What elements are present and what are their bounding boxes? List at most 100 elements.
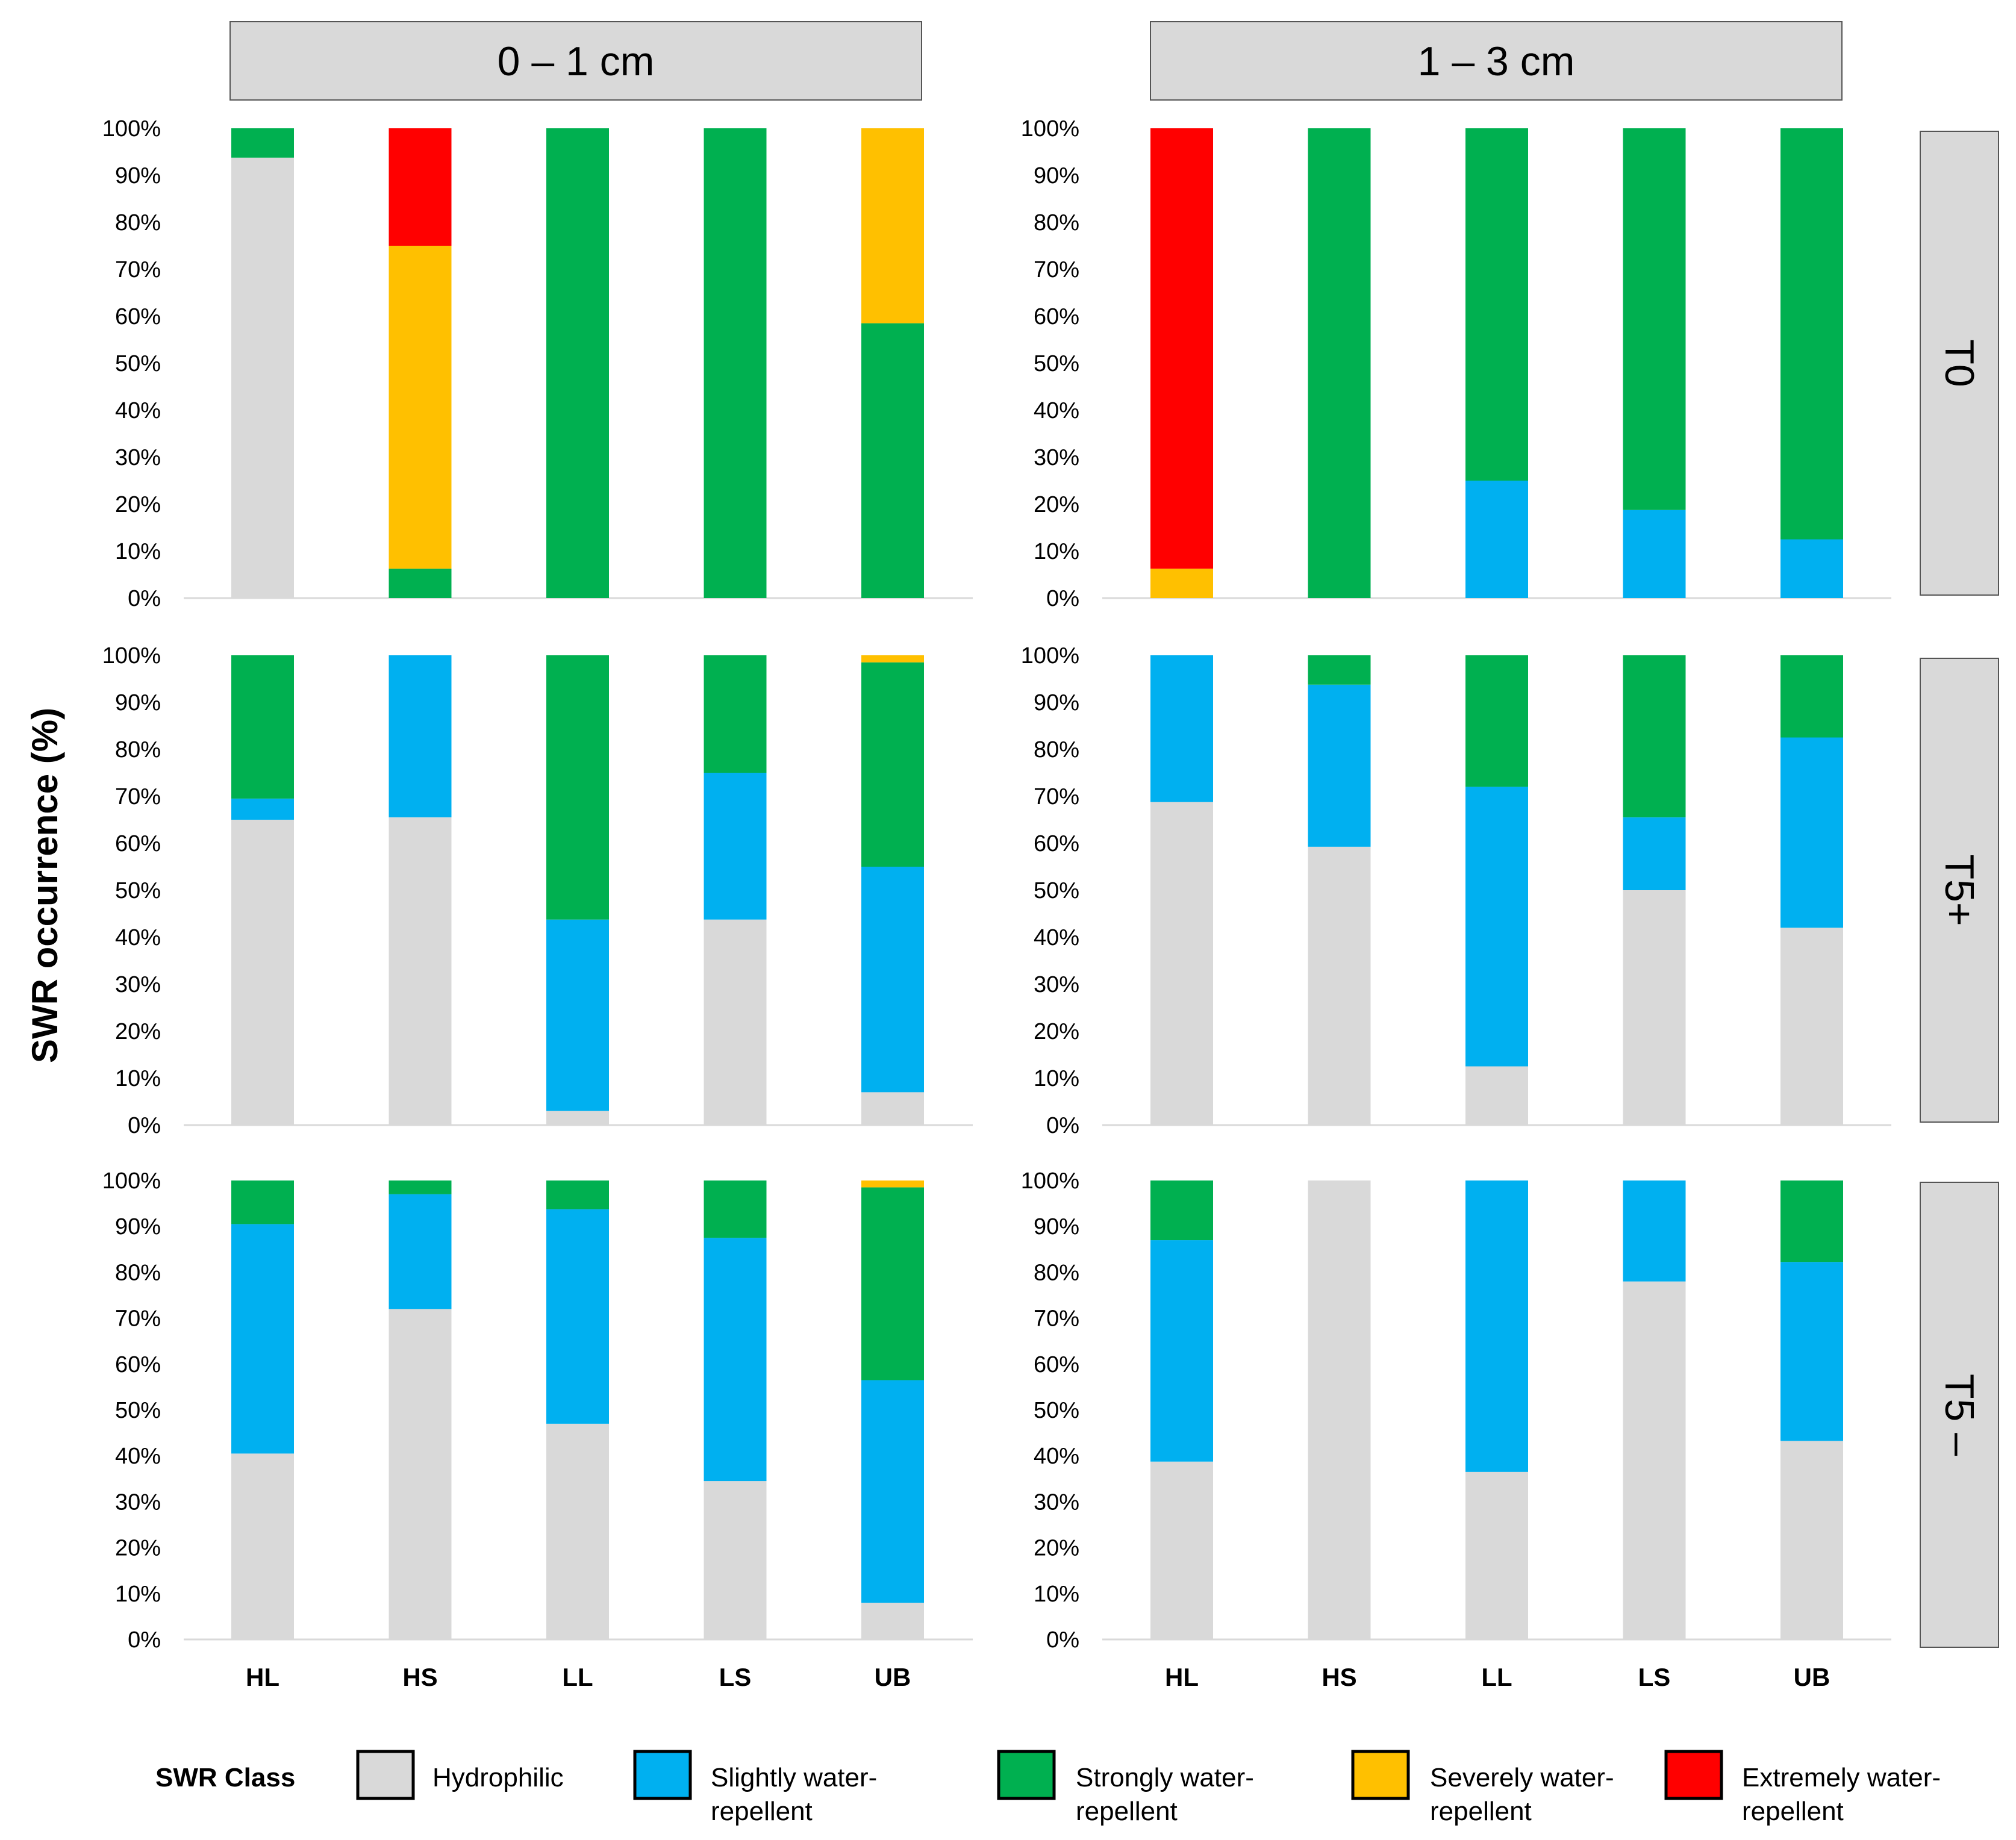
bar-segment-hl-slightly [1150, 655, 1213, 802]
y-tick-label: 70% [1034, 784, 1079, 809]
bar-segment-ub-severely [861, 655, 924, 663]
legend-swatch-slightly [633, 1750, 692, 1800]
bar-segment-hs-hydrophilic [1308, 1180, 1371, 1639]
bar-segment-hl-strongly [1150, 1180, 1213, 1241]
bar-segment-hl-extremely [1150, 128, 1213, 569]
bar-segment-ll-slightly [1465, 787, 1528, 1067]
y-tick-label: 70% [115, 257, 161, 282]
bar-segment-ll-strongly [546, 128, 609, 598]
bar-segment-ll-slightly [546, 1209, 609, 1424]
y-tick-label: 0% [1046, 586, 1079, 611]
x-tick-label-0-1cm-ub: UB [875, 1663, 911, 1691]
bar-segment-hs-strongly [1308, 655, 1371, 685]
y-tick-label: 50% [1034, 878, 1079, 903]
bar-segment-ub-strongly [861, 323, 924, 598]
bar-segment-hs-hydrophilic [389, 1309, 452, 1639]
bar-segment-ub-slightly [1780, 737, 1843, 928]
y-tick-label: 90% [1034, 690, 1079, 716]
row-strip-label-0: T0 [1936, 339, 1982, 387]
bar-segment-ub-severely [861, 1180, 924, 1188]
y-tick-label: 50% [1034, 351, 1079, 376]
column-strip-1 [1150, 21, 1843, 101]
bar-segment-hs-hydrophilic [1308, 846, 1371, 1125]
bar-segment-hl-hydrophilic [1150, 802, 1213, 1125]
panel-t5plus-0-1cm: 0% 10% 20% 30% 40% 50% 60% 70% 80% 90% 100% [102, 643, 973, 1138]
x-tick-label-1-3cm-hs: HS [1322, 1663, 1356, 1691]
column-strip-0 [229, 21, 922, 101]
bar-segment-ls-slightly [704, 1238, 767, 1482]
bar-segment-ll-hydrophilic [1465, 1066, 1528, 1125]
y-tick-label: 0% [128, 1627, 161, 1653]
bar-segment-ub-hydrophilic [861, 1092, 924, 1125]
y-tick-label: 20% [1034, 1536, 1079, 1561]
bar-segment-ls-slightly [1623, 510, 1686, 598]
bar-segment-ls-slightly [704, 773, 767, 920]
panel-t5plus-1-3cm: 0% 10% 20% 30% 40% 50% 60% 70% 80% 90% 100% [1021, 643, 1891, 1138]
bar-segment-hs-extremely [389, 128, 452, 246]
bar-segment-ll-hydrophilic [1465, 1471, 1528, 1639]
bar-segment-ll-slightly [546, 919, 609, 1111]
row-strip-2 [1920, 1182, 1999, 1648]
x-tick-label-0-1cm-ls: LS [719, 1663, 752, 1691]
legend-label-slightly-line2: repellent [711, 1797, 813, 1826]
y-tick-label: 70% [1034, 1306, 1079, 1332]
y-tick-label: 0% [128, 1113, 161, 1138]
bar-segment-ls-strongly [1623, 128, 1686, 510]
bar-segment-hl-hydrophilic [231, 157, 294, 598]
bar-segment-hl-slightly [231, 1224, 294, 1454]
bar-segment-hl-slightly [1150, 1240, 1213, 1462]
bar-segment-hl-slightly [231, 798, 294, 820]
y-tick-label: 70% [115, 1306, 161, 1332]
bar-segment-ls-hydrophilic [1623, 1281, 1686, 1639]
y-tick-label: 50% [1034, 1398, 1079, 1423]
y-tick-label: 40% [115, 398, 161, 423]
y-tick-label: 100% [1021, 1168, 1079, 1194]
y-tick-label: 90% [115, 1214, 161, 1240]
y-tick-label: 0% [1046, 1113, 1079, 1138]
bar-segment-hs-severely [389, 246, 452, 569]
y-tick-label: 100% [102, 116, 161, 142]
bar-segment-ub-strongly [1780, 128, 1843, 540]
x-tick-label-1-3cm-ll: LL [1481, 1663, 1512, 1691]
column-strip-label-0: 0 – 1 cm [498, 39, 655, 84]
panel-t0-1-3cm: 0% 10% 20% 30% 40% 50% 60% 70% 80% 90% 100% [1021, 116, 1891, 611]
y-tick-label: 60% [115, 1352, 161, 1377]
y-tick-label: 100% [102, 1168, 161, 1194]
bar-segment-ls-hydrophilic [704, 1481, 767, 1639]
y-tick-label: 50% [115, 351, 161, 376]
bar-segment-ub-slightly [1780, 1262, 1843, 1441]
y-tick-label: 80% [1034, 737, 1079, 763]
y-tick-label: 70% [115, 784, 161, 809]
legend-swatch-extremely [1664, 1750, 1723, 1800]
y-tick-label: 100% [1021, 116, 1079, 142]
legend: SWR Class Hydrophilic Slightly water- re… [155, 1750, 1941, 1826]
row-strip-1 [1920, 658, 1999, 1123]
y-tick-label: 40% [1034, 925, 1079, 950]
legend-label-strongly-line2: repellent [1076, 1797, 1178, 1826]
bar-segment-hs-slightly [389, 655, 452, 818]
y-tick-label: 20% [1034, 1019, 1079, 1044]
bar-segment-hl-strongly [231, 128, 294, 158]
bar-segment-ll-strongly [1465, 128, 1528, 481]
panel-t0-0-1cm: 0% 10% 20% 30% 40% 50% 60% 70% 80% 90% 100% [102, 116, 973, 611]
y-tick-label: 50% [115, 878, 161, 903]
bar-segment-hl-hydrophilic [231, 1453, 294, 1639]
bar-segment-ls-slightly [1623, 1180, 1686, 1282]
y-tick-label: 30% [1034, 1489, 1079, 1515]
y-tick-label: 20% [115, 1536, 161, 1561]
bar-segment-ub-strongly [1780, 655, 1843, 738]
y-tick-label: 70% [1034, 257, 1079, 282]
y-tick-label: 20% [1034, 492, 1079, 517]
bar-segment-hs-slightly [1308, 684, 1371, 847]
y-tick-label: 0% [1046, 1627, 1079, 1653]
y-tick-label: 30% [115, 445, 161, 470]
x-tick-label-1-3cm-hl: HL [1165, 1663, 1199, 1691]
y-tick-label: 90% [115, 690, 161, 716]
bar-segment-hs-strongly [389, 1180, 452, 1194]
bar-segment-ub-hydrophilic [1780, 928, 1843, 1125]
y-tick-label: 80% [1034, 210, 1079, 235]
x-tick-label-1-3cm-ls: LS [1638, 1663, 1671, 1691]
legend-label-severely-line1: Severely water- [1430, 1763, 1614, 1792]
x-tick-label-0-1cm-ll: LL [562, 1663, 593, 1691]
